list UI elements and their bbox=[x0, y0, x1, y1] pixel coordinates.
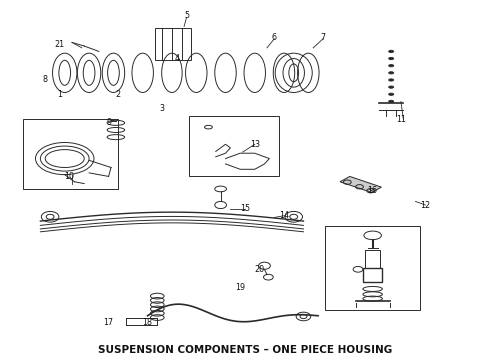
Text: 19: 19 bbox=[235, 283, 245, 292]
Text: 13: 13 bbox=[250, 140, 260, 149]
Text: 14: 14 bbox=[279, 211, 289, 220]
Bar bbox=[189, 116, 279, 176]
Bar bbox=[366, 249, 380, 267]
Text: 11: 11 bbox=[396, 115, 406, 124]
Ellipse shape bbox=[389, 58, 393, 60]
Text: 3: 3 bbox=[160, 104, 165, 113]
Text: 20: 20 bbox=[254, 265, 265, 274]
Text: 15: 15 bbox=[240, 204, 250, 213]
Ellipse shape bbox=[389, 79, 393, 81]
Text: 1: 1 bbox=[57, 90, 62, 99]
Text: 12: 12 bbox=[420, 201, 430, 210]
Text: 18: 18 bbox=[143, 318, 152, 327]
Text: 10: 10 bbox=[65, 172, 74, 181]
Text: SUSPENSION COMPONENTS – ONE PIECE HOUSING: SUSPENSION COMPONENTS – ONE PIECE HOUSIN… bbox=[98, 345, 392, 355]
Ellipse shape bbox=[389, 93, 393, 95]
Ellipse shape bbox=[389, 64, 393, 67]
Text: 7: 7 bbox=[320, 33, 325, 42]
Bar bbox=[24, 119, 118, 189]
Text: 6: 6 bbox=[272, 33, 277, 42]
Bar bbox=[363, 268, 382, 282]
Text: 21: 21 bbox=[55, 40, 65, 49]
Text: 17: 17 bbox=[103, 318, 114, 327]
Bar bbox=[155, 28, 192, 60]
Ellipse shape bbox=[389, 50, 393, 53]
Text: 16: 16 bbox=[367, 186, 377, 195]
Text: 5: 5 bbox=[184, 11, 189, 20]
Polygon shape bbox=[340, 176, 381, 193]
Text: 2: 2 bbox=[116, 90, 121, 99]
Bar bbox=[325, 226, 420, 310]
Text: 8: 8 bbox=[43, 76, 48, 85]
Text: 4: 4 bbox=[174, 54, 179, 63]
Ellipse shape bbox=[389, 100, 393, 103]
Text: 9: 9 bbox=[106, 118, 111, 127]
Ellipse shape bbox=[389, 86, 393, 88]
Ellipse shape bbox=[389, 72, 393, 74]
